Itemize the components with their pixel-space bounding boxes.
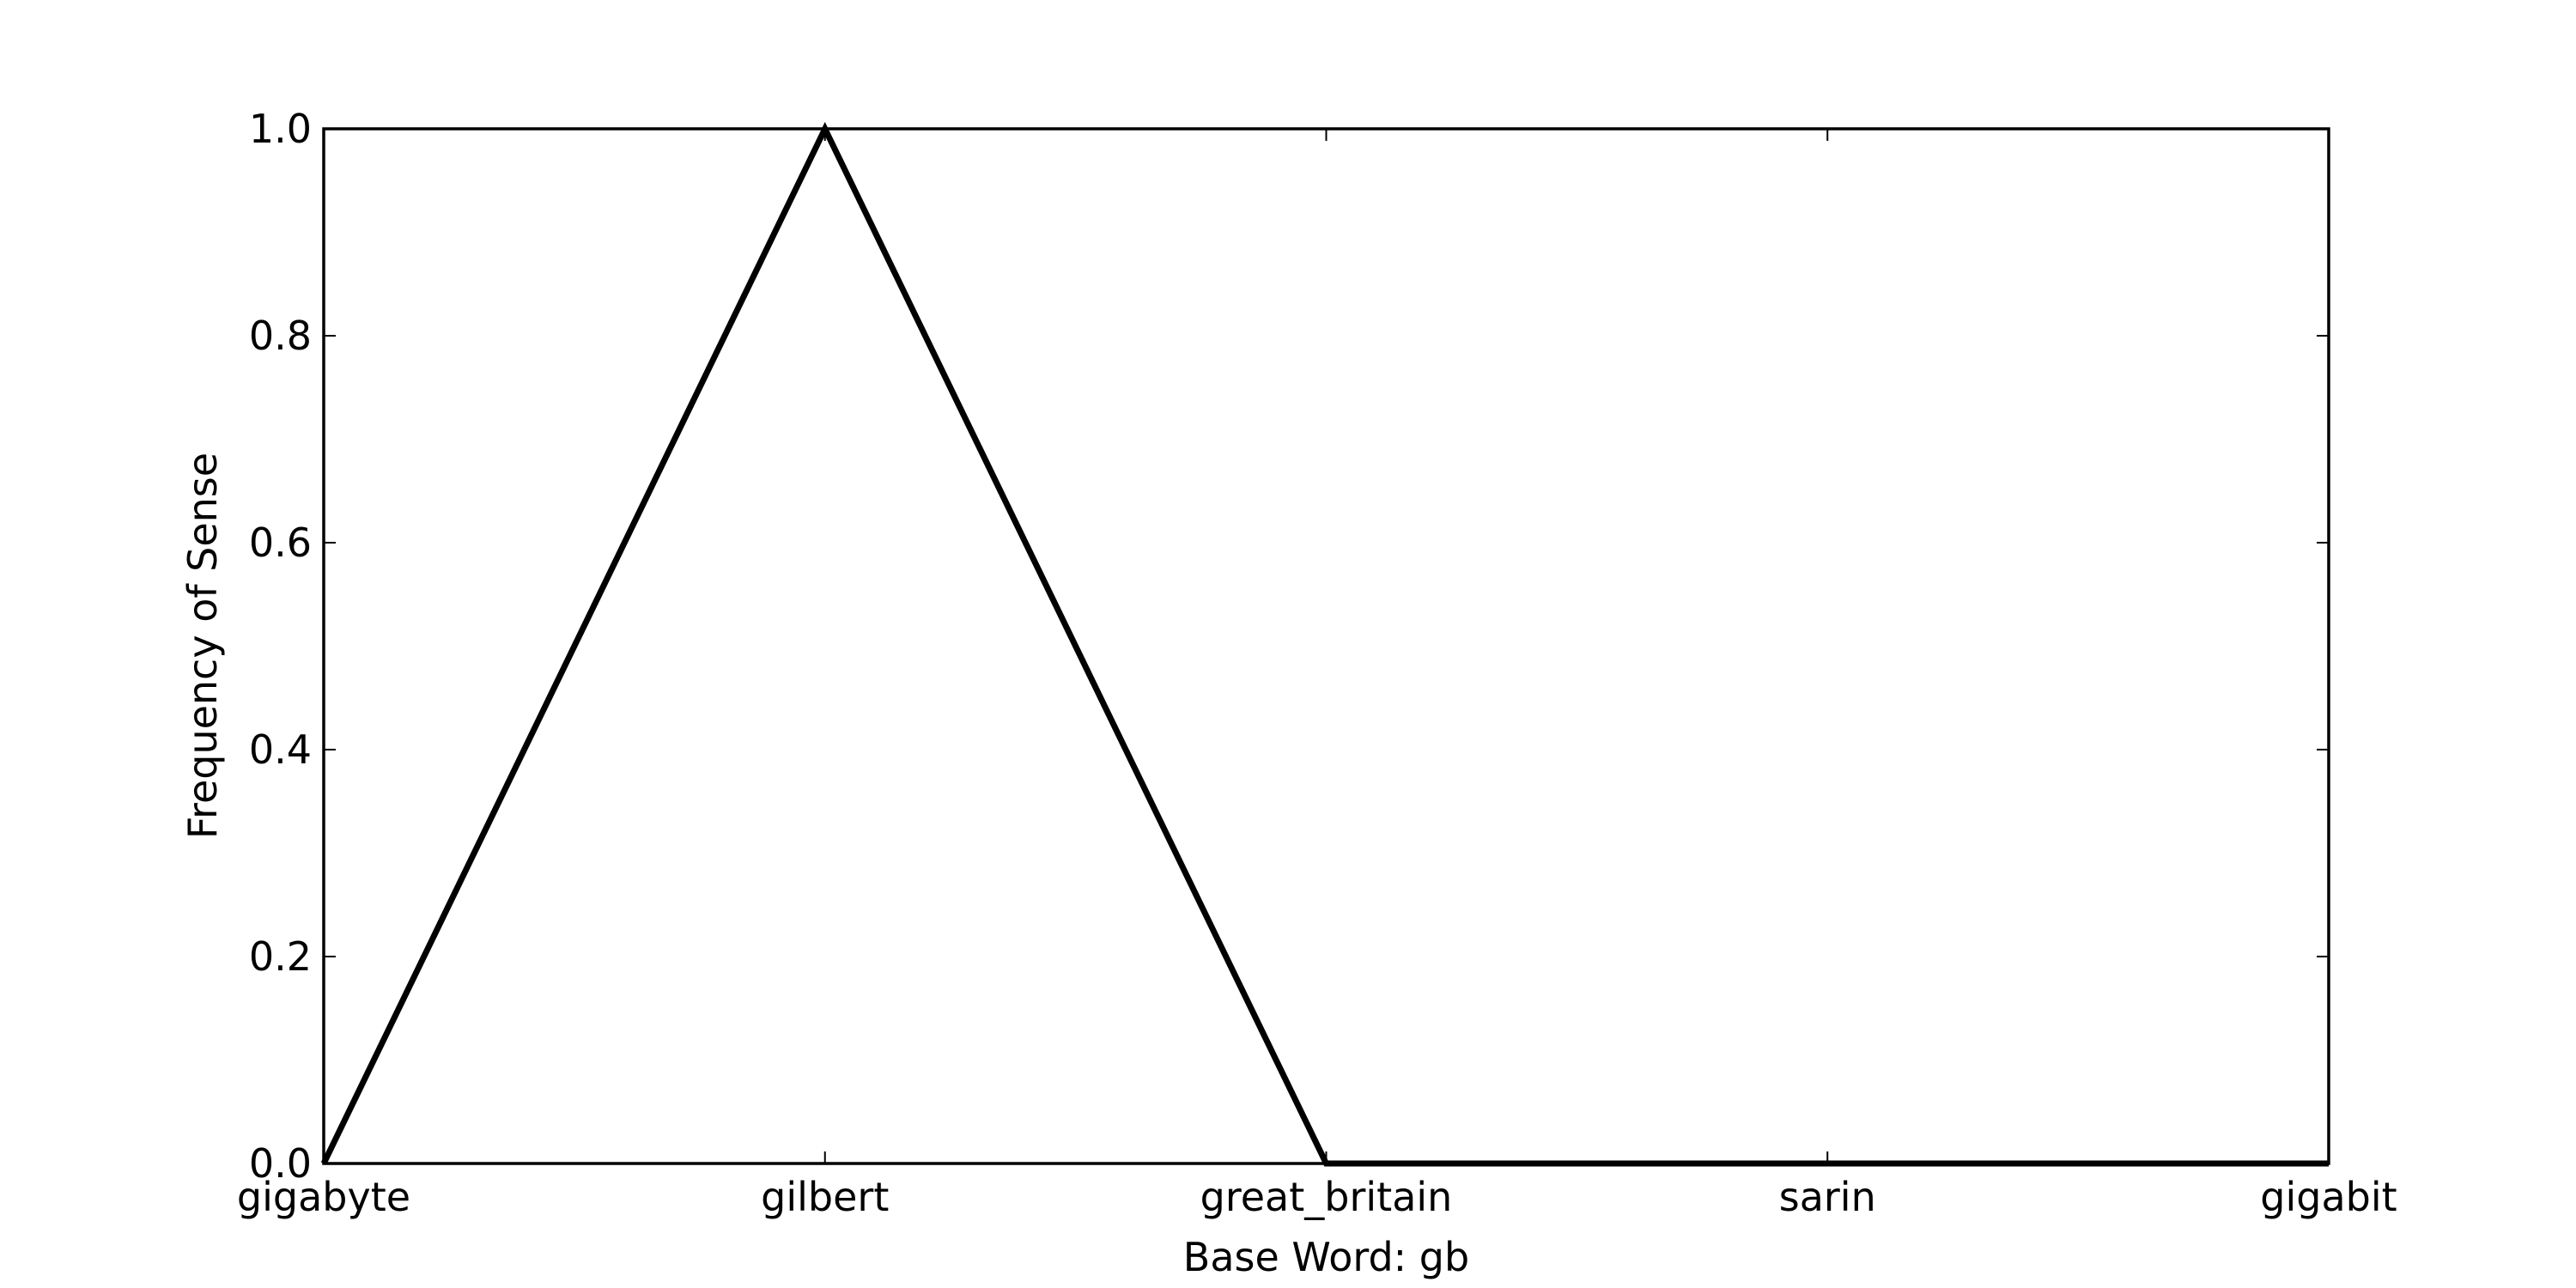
y-axis: 0.0 0.2 0.4 0.6 0.8 1.0 [249, 106, 2329, 1187]
y-tick-label: 1.0 [249, 106, 312, 152]
y-tick-label: 0.6 [249, 519, 312, 566]
x-tick-label: great_britain [1200, 1174, 1453, 1220]
y-tick-label: 0.4 [249, 726, 312, 773]
x-tick-label: sarin [1779, 1174, 1876, 1220]
y-tick-label: 0.0 [249, 1140, 312, 1187]
plot-frame [322, 127, 2330, 1165]
x-tick-label: gigabit [2260, 1174, 2397, 1220]
x-axis-title: Base Word: gb [1183, 1234, 1469, 1280]
x-axis: gigabyte gilbert great_britain sarin gigabit [237, 129, 2397, 1220]
y-axis-title: Frequency of Sense [179, 453, 226, 839]
x-tick-label: gigabyte [237, 1174, 410, 1220]
plot-area [324, 129, 2329, 1163]
x-tick-label: gilbert [761, 1174, 889, 1220]
y-tick-label: 0.2 [249, 933, 312, 980]
y-tick-label: 0.8 [249, 313, 312, 359]
